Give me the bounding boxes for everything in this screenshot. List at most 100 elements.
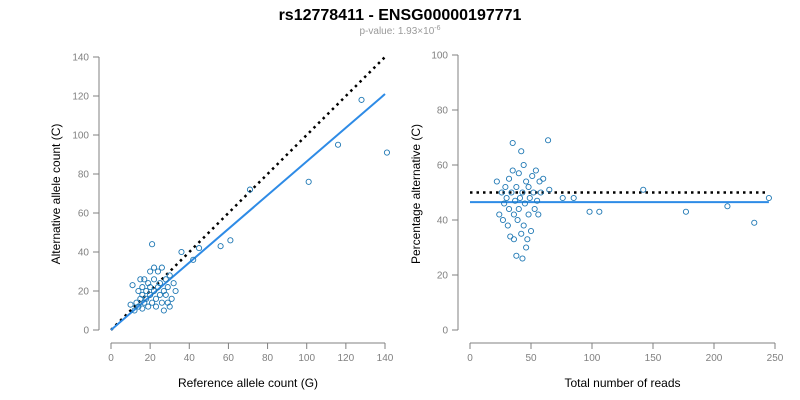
data-point — [520, 161, 527, 169]
data-point — [508, 189, 515, 196]
data-point — [152, 295, 160, 302]
data-point — [724, 203, 731, 210]
x-tick-label: 60 — [223, 353, 235, 364]
data-point — [513, 252, 520, 259]
data-point — [166, 272, 173, 279]
data-point — [518, 230, 525, 237]
data-point — [129, 282, 136, 289]
data-point — [501, 200, 508, 207]
data-point — [246, 186, 254, 193]
x-tick-label: 150 — [645, 353, 662, 364]
data-point — [334, 141, 342, 148]
data-point — [523, 244, 530, 251]
data-point — [529, 172, 536, 180]
data-point — [137, 276, 144, 283]
data-point — [510, 236, 517, 243]
data-point — [546, 186, 553, 193]
data-point — [519, 255, 526, 262]
data-point — [127, 301, 134, 308]
data-point — [358, 96, 365, 103]
data-point — [156, 291, 163, 298]
data-point — [151, 287, 158, 295]
data-point — [168, 295, 175, 302]
y-tick-label: 60 — [437, 161, 449, 172]
data-point — [519, 189, 526, 196]
data-point — [525, 183, 532, 191]
data-point — [559, 194, 566, 202]
data-point — [536, 178, 543, 185]
data-point — [509, 139, 516, 147]
data-point — [530, 189, 537, 196]
p-value-text: p-value: 1.93×10 — [359, 26, 434, 37]
x-tick-label: 40 — [184, 353, 196, 364]
data-point — [196, 245, 203, 252]
data-point — [383, 149, 391, 156]
data-point — [521, 200, 528, 207]
data-point — [158, 264, 165, 271]
data-point — [765, 194, 772, 202]
data-point — [586, 208, 593, 215]
data-point — [172, 287, 179, 295]
data-point — [166, 303, 173, 310]
data-point — [135, 287, 142, 295]
data-point — [152, 303, 160, 310]
y-axis-title: Percentage alternative (C) — [409, 124, 423, 264]
y-tick-label: 80 — [78, 170, 90, 181]
data-point — [145, 303, 152, 310]
data-point — [751, 219, 758, 226]
y-tick-label: 140 — [72, 53, 89, 64]
x-tick-label: 0 — [108, 353, 114, 364]
data-point — [512, 197, 519, 204]
data-point — [534, 197, 541, 204]
data-point — [151, 276, 158, 283]
data-point — [503, 194, 510, 202]
data-point — [162, 291, 169, 298]
data-point — [164, 284, 171, 291]
y-tick-label: 0 — [83, 326, 89, 337]
x-tick-label: 0 — [467, 353, 473, 364]
data-point — [499, 216, 506, 224]
data-point — [682, 208, 689, 215]
x-tick-label: 50 — [525, 353, 537, 364]
p-value-exponent: -6 — [434, 25, 440, 32]
data-point — [524, 236, 531, 243]
data-point — [170, 280, 177, 287]
data-point — [509, 167, 516, 174]
data-point — [540, 175, 547, 182]
x-tick-label: 20 — [145, 353, 157, 364]
y-axis-title: Alternative allele count (C) — [49, 124, 63, 265]
data-point — [493, 178, 500, 185]
data-point — [537, 189, 544, 196]
data-point — [514, 216, 521, 224]
data-point — [596, 208, 603, 215]
data-point — [502, 183, 509, 191]
data-point — [139, 305, 146, 312]
x-tick-label: 100 — [298, 353, 315, 364]
data-point — [545, 137, 552, 144]
x-axis-title: Reference allele count (G) — [178, 376, 318, 390]
y-tick-label: 40 — [437, 216, 449, 227]
data-point — [162, 276, 169, 283]
data-point — [147, 284, 154, 291]
data-point — [518, 148, 525, 155]
data-point — [143, 287, 150, 295]
data-point — [178, 248, 185, 256]
data-point — [149, 299, 156, 306]
data-point — [640, 186, 647, 193]
data-point — [158, 299, 165, 306]
data-point — [504, 222, 511, 229]
y-tick-label: 80 — [437, 106, 449, 117]
data-point — [156, 280, 163, 287]
data-point — [143, 295, 150, 302]
data-point — [515, 170, 522, 177]
data-point — [498, 189, 505, 196]
y-tick-label: 60 — [78, 209, 90, 220]
data-point — [526, 194, 533, 202]
data-point — [496, 211, 503, 218]
data-point — [523, 178, 530, 185]
fit-line — [110, 93, 386, 331]
data-point — [141, 276, 148, 283]
data-point — [147, 291, 154, 298]
data-point — [217, 243, 224, 250]
